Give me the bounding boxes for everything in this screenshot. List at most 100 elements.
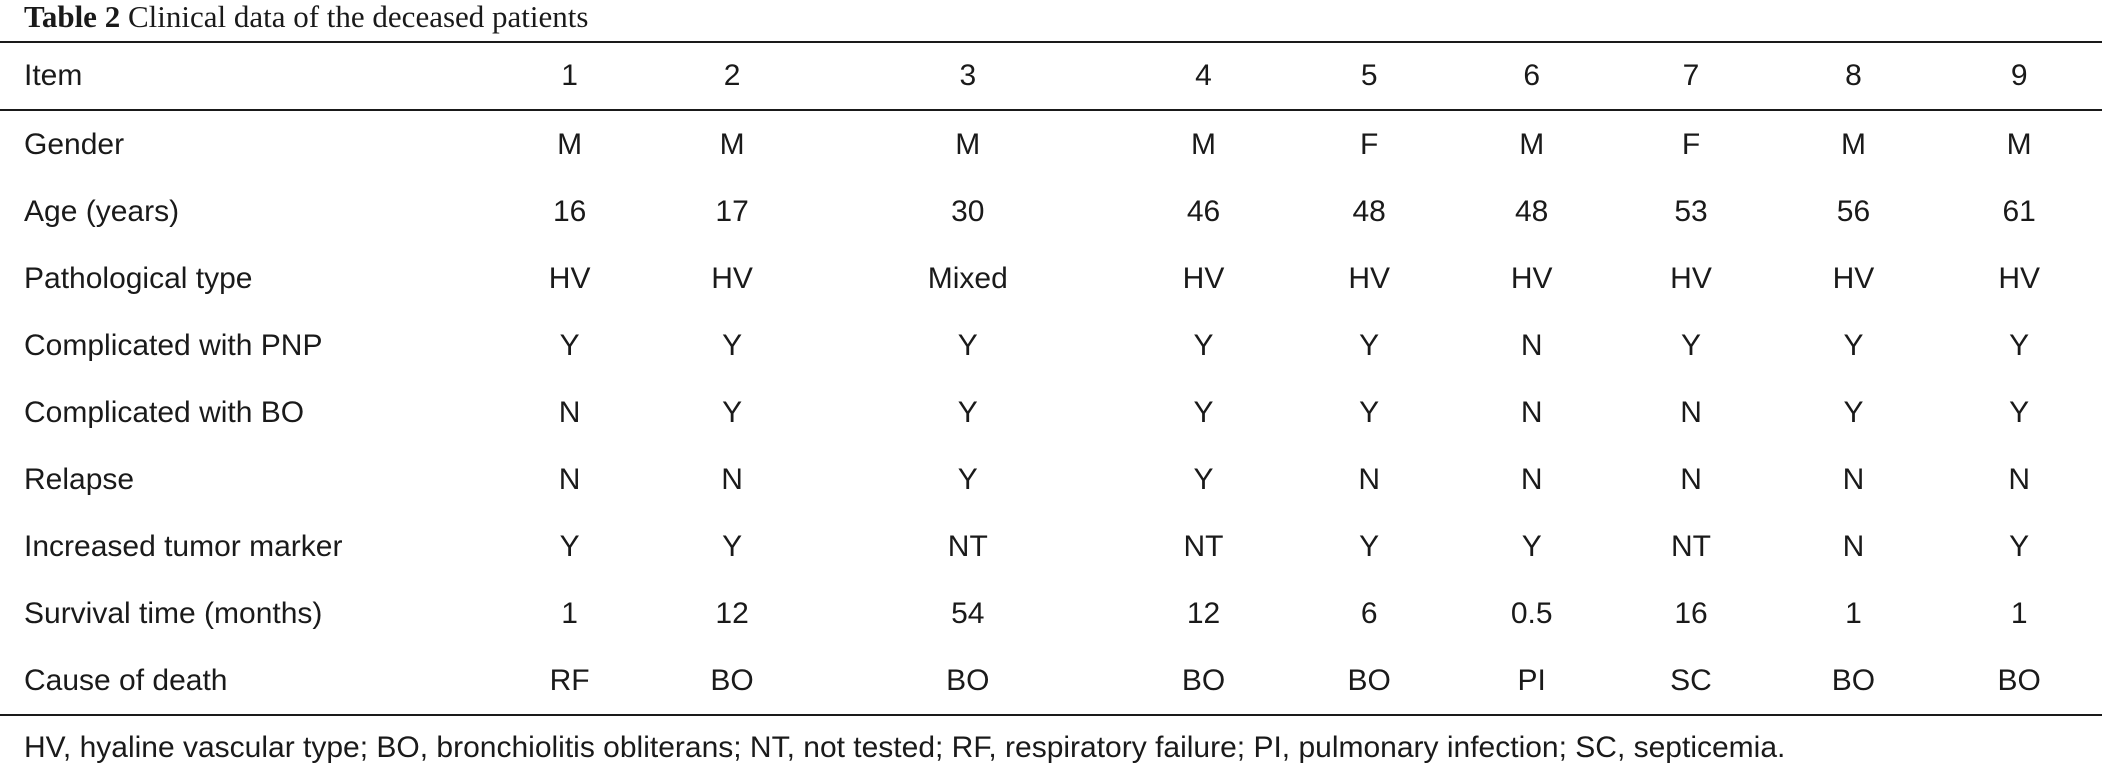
table-cell: Y xyxy=(1359,328,1380,362)
table-cell: HV xyxy=(1998,261,2040,295)
table-row: Complicated with BO N Y Y Y Y N N Y Y xyxy=(0,379,2102,446)
table-cell: N xyxy=(558,462,581,496)
table-cell: M xyxy=(557,127,583,161)
table-row: Complicated with PNP Y Y Y Y Y N Y Y Y xyxy=(0,312,2102,379)
table-cell: N xyxy=(1520,328,1543,362)
table-cell: HV xyxy=(1182,261,1225,295)
table-cell: BO xyxy=(1181,663,1226,697)
header-cell-patient: 1 xyxy=(561,59,578,92)
table-cell: BO xyxy=(1347,663,1391,697)
table-cell: 61 xyxy=(2002,194,2036,228)
table-cell: Y xyxy=(2009,395,2030,429)
table-number: Table 2 xyxy=(24,0,121,34)
table-cell: HV xyxy=(711,261,753,295)
header-cell-patient: 5 xyxy=(1360,59,1378,92)
table-cell: 56 xyxy=(1836,194,1871,228)
row-label-cell: Age (years) xyxy=(24,194,180,228)
table-row: Pathological type HV HV Mixed HV HV HV HV HV HV xyxy=(0,245,2102,312)
clinical-data-table: Item 1 2 3 4 5 6 7 8 9 Gender M M M M F M F M M Age (years)… xyxy=(0,41,2102,716)
table-cell: N xyxy=(1680,462,1702,496)
table-cell: 12 xyxy=(1186,596,1221,630)
table-cell: N xyxy=(1842,462,1865,496)
table-cell: HV xyxy=(1510,261,1553,295)
table-cell: Y xyxy=(2009,529,2030,563)
table-cell: NT xyxy=(1183,529,1224,563)
header-cell-patient: 4 xyxy=(1195,59,1212,92)
table-cell: Y xyxy=(1521,529,1542,563)
table-cell: 48 xyxy=(1352,194,1386,228)
table-cell: M xyxy=(719,127,745,161)
table-cell: Y xyxy=(957,395,978,429)
table-cell: BO xyxy=(1831,663,1876,697)
table-cell: 54 xyxy=(951,596,985,630)
table-cell: 16 xyxy=(1674,596,1708,630)
header-cell-patient: 6 xyxy=(1523,59,1541,92)
table-cell: HV xyxy=(1670,261,1712,295)
table-footnote: HV, hyaline vascular type; BO, bronchiol… xyxy=(24,731,1786,764)
table-cell: M xyxy=(2006,127,2032,161)
table-cell: BO xyxy=(710,663,754,697)
header-row: Item 1 2 3 4 5 6 7 8 9 xyxy=(0,42,2102,110)
header-cell-patient: 7 xyxy=(1682,59,1700,92)
table-cell: NT xyxy=(947,529,988,563)
table-cell: Y xyxy=(2009,328,2030,362)
table-row: Increased tumor marker Y Y NT NT Y Y NT N Y xyxy=(0,513,2102,580)
table-cell: F xyxy=(1681,127,1701,161)
row-label-cell: Relapse xyxy=(24,462,135,496)
table-cell: N xyxy=(558,395,581,429)
table-cell: Y xyxy=(957,328,978,362)
table-cell: 48 xyxy=(1515,194,1549,228)
table-cell: F xyxy=(1360,127,1379,161)
table-cell: 17 xyxy=(715,194,749,228)
table-cell: M xyxy=(1191,127,1217,161)
table-cell: Y xyxy=(722,395,743,429)
table-cell: Y xyxy=(722,529,743,563)
table-cell: Y xyxy=(1843,328,1864,362)
table-cell: NT xyxy=(1671,529,1712,563)
header-cell-patient: 9 xyxy=(2010,59,2028,92)
table-cell: Mixed xyxy=(927,261,1008,295)
row-label-cell: Cause of death xyxy=(24,663,228,697)
row-label-cell: Complicated with PNP xyxy=(24,328,323,362)
table-cell: M xyxy=(955,127,981,161)
table-caption: Table 2 Clinical data of the deceased pa… xyxy=(24,0,588,34)
table-cell: PI xyxy=(1517,663,1546,697)
table-cell: HV xyxy=(1348,261,1391,295)
table-cell: Y xyxy=(1359,529,1380,563)
table-cell: Y xyxy=(559,529,580,563)
table-cell: N xyxy=(1842,529,1865,563)
header-cell-item: Item xyxy=(24,59,83,92)
row-label-cell: Complicated with BO xyxy=(24,395,305,429)
table-cell: Y xyxy=(559,328,580,362)
table-cell: RF xyxy=(549,663,590,697)
table-cell: N xyxy=(1680,395,1702,429)
table-cell: Y xyxy=(1193,395,1214,429)
table-cell: 1 xyxy=(1845,596,1862,630)
table-cell: N xyxy=(2008,462,2030,496)
table-cell: Y xyxy=(1193,328,1214,362)
table-cell: 46 xyxy=(1186,194,1221,228)
table-cell: Y xyxy=(957,462,978,496)
table-cell: BO xyxy=(1997,663,2041,697)
table-cell: HV xyxy=(1832,261,1875,295)
table-cell: Y xyxy=(722,328,743,362)
table-cell: 30 xyxy=(951,194,985,228)
table-cell: Y xyxy=(1193,462,1214,496)
table-cell: 6 xyxy=(1360,596,1378,630)
row-label-cell: Gender xyxy=(24,127,125,161)
table-body: Gender M M M M F M F M M Age (years) 16 17 30 46 48 48 53… xyxy=(0,110,2102,715)
table-cell: 12 xyxy=(715,596,749,630)
table-cell: 1 xyxy=(2010,596,2028,630)
row-label-cell: Increased tumor marker xyxy=(24,529,343,563)
table-cell: 1 xyxy=(561,596,578,630)
table-title: Clinical data of the deceased patients xyxy=(127,0,589,34)
table-row: Gender M M M M F M F M M xyxy=(0,110,2102,178)
table-cell: BO xyxy=(946,663,990,697)
table-cell: 16 xyxy=(552,194,587,228)
header-cell-patient: 3 xyxy=(959,59,977,92)
table-cell: Y xyxy=(1359,395,1380,429)
row-label-cell: Survival time (months) xyxy=(24,596,323,630)
table-row: Cause of death RF BO BO BO BO PI SC BO BO xyxy=(0,647,2102,715)
row-label-cell: Pathological type xyxy=(24,261,253,295)
table-cell: N xyxy=(1520,462,1543,496)
